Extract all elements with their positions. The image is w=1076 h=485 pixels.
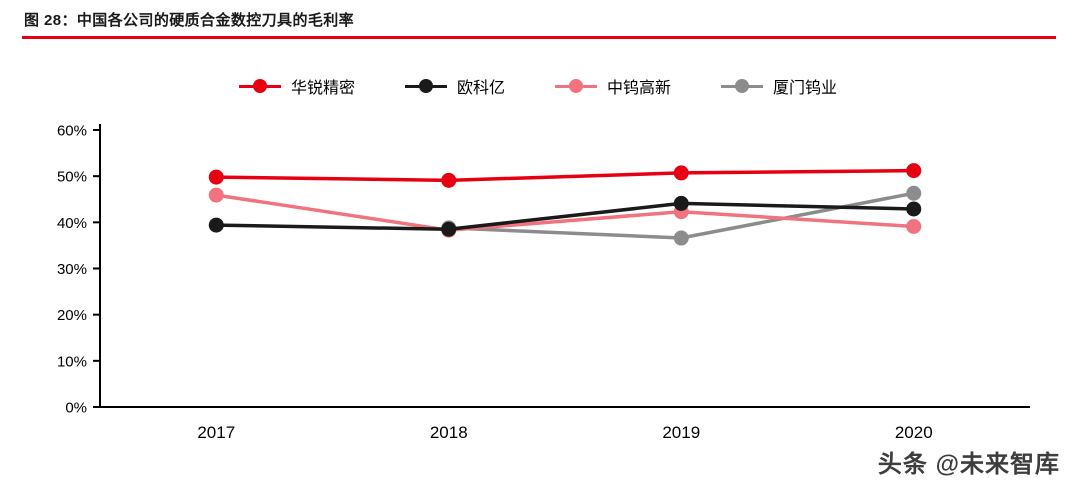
y-tick-label: 60% [57, 123, 87, 140]
x-tick-label: 2020 [895, 423, 933, 442]
x-tick-label: 2018 [430, 423, 468, 442]
line-chart: 0% 10% 20% 30% 40% 50% 60% 2017 2018 2019 2020 [57, 123, 1030, 442]
data-point [673, 195, 689, 211]
y-tick-label: 40% [57, 215, 87, 232]
legend-line-dot-icon [721, 78, 764, 94]
data-point [208, 187, 224, 203]
x-tick-label: 2017 [197, 423, 235, 442]
legend-line-dot-icon [555, 78, 597, 94]
data-point [906, 185, 922, 201]
legend-dot-icon [735, 79, 750, 93]
data-point [441, 221, 457, 237]
series-line [216, 201, 914, 232]
data-point [906, 163, 922, 179]
legend-line-dot-icon [238, 78, 281, 94]
title-divider [22, 36, 1056, 39]
series-line [216, 168, 914, 183]
data-point [673, 165, 689, 181]
watermark: 头条 @未来智库 [877, 451, 1060, 478]
data-point [208, 169, 224, 185]
y-tick-label: 20% [57, 307, 87, 324]
chart-area: 0% 10% 20% 30% 40% 50% 60% 2017 2018 2019 2020 [0, 105, 1076, 455]
legend-label: 欧科亿 [456, 80, 505, 97]
legend-item-xiamen: 厦门钨业 [721, 74, 837, 98]
y-tick-label: 0% [65, 400, 87, 417]
legend-item-okeyi: 欧科亿 [404, 74, 505, 98]
legend-label: 中钨高新 [607, 80, 672, 97]
legend-dot-icon [418, 79, 433, 93]
data-point [208, 217, 224, 233]
x-tick-label: 2019 [662, 423, 700, 442]
legend-item-huarui: 华锐精密 [238, 74, 355, 98]
y-tick-label: 50% [57, 169, 87, 186]
chart-legend: 华锐精密 欧科亿 中钨高新 厦门钨业 [0, 74, 1076, 98]
legend-dot-icon [569, 79, 583, 93]
legend-label: 厦门钨业 [773, 80, 838, 97]
series-line [215, 193, 914, 232]
data-point [906, 218, 922, 234]
data-point [673, 230, 689, 246]
legend-item-zhongwu: 中钨高新 [555, 74, 671, 98]
y-tick-label: 30% [57, 261, 87, 278]
data-point [441, 172, 457, 188]
legend-line-dot-icon [404, 78, 447, 94]
legend-label: 华锐精密 [290, 80, 355, 97]
chart-title: 图 28：中国各公司的硬质合金数控刀具的毛利率 [24, 12, 355, 29]
data-point [906, 201, 922, 217]
legend-dot-icon [252, 79, 267, 93]
y-tick-label: 10% [57, 353, 87, 370]
chart-header: 图 28：中国各公司的硬质合金数控刀具的毛利率 [0, 0, 1076, 39]
